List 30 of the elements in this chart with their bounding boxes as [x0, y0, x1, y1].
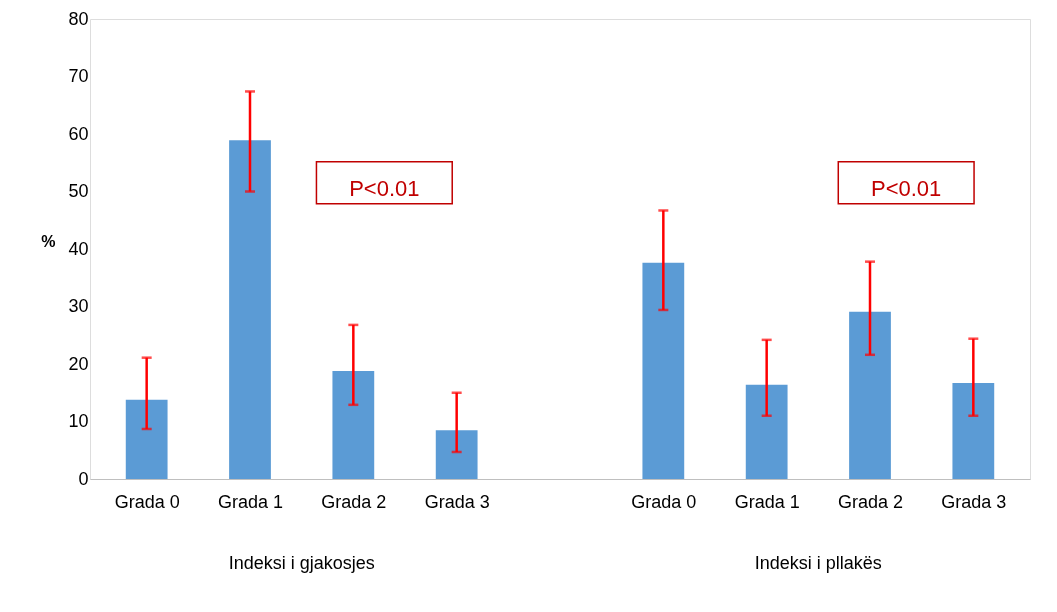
- annotation: P<0.01: [349, 175, 420, 201]
- bar: [849, 311, 891, 479]
- y-tick-label: 10: [68, 411, 89, 431]
- bar: [745, 384, 788, 479]
- bar: [125, 399, 168, 479]
- x-tick-label: Grada 1: [734, 491, 800, 512]
- y-tick-label: 50: [68, 181, 89, 201]
- bar: [435, 430, 478, 479]
- y-tick-label: 30: [68, 296, 89, 316]
- bar: [332, 370, 375, 479]
- y-tick-label: 70: [68, 66, 89, 86]
- x-tick-label: Grada 1: [217, 491, 284, 512]
- bar: [642, 262, 685, 479]
- annotation: P<0.01: [870, 175, 942, 201]
- y-tick-label: 60: [68, 123, 89, 144]
- text: Indeksi i gjakosjes: [228, 553, 375, 573]
- x-tick-label: Grada 3: [424, 491, 490, 512]
- x-tick-label: Grada 2: [837, 491, 904, 512]
- bar: [952, 382, 995, 479]
- y-tick-label: 0: [78, 468, 89, 489]
- y-tick-label: 40: [68, 238, 89, 259]
- y-tick-label: 80: [68, 8, 89, 29]
- x-tick-label: Grada 0: [631, 491, 697, 512]
- x-tick-label: Grada 0: [114, 491, 180, 512]
- x-tick-label: Grada 2: [321, 491, 387, 512]
- bar: [229, 140, 271, 479]
- y-tick-label: 20: [68, 353, 89, 374]
- text: Indeksi i pllakës: [754, 553, 882, 573]
- y-axis-title: %: [41, 232, 56, 250]
- x-tick-label: Grada 3: [941, 491, 1007, 512]
